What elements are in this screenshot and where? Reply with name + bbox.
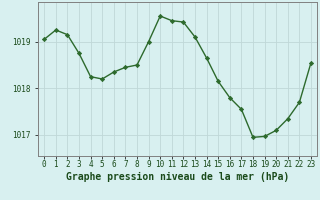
X-axis label: Graphe pression niveau de la mer (hPa): Graphe pression niveau de la mer (hPa) [66,172,289,182]
